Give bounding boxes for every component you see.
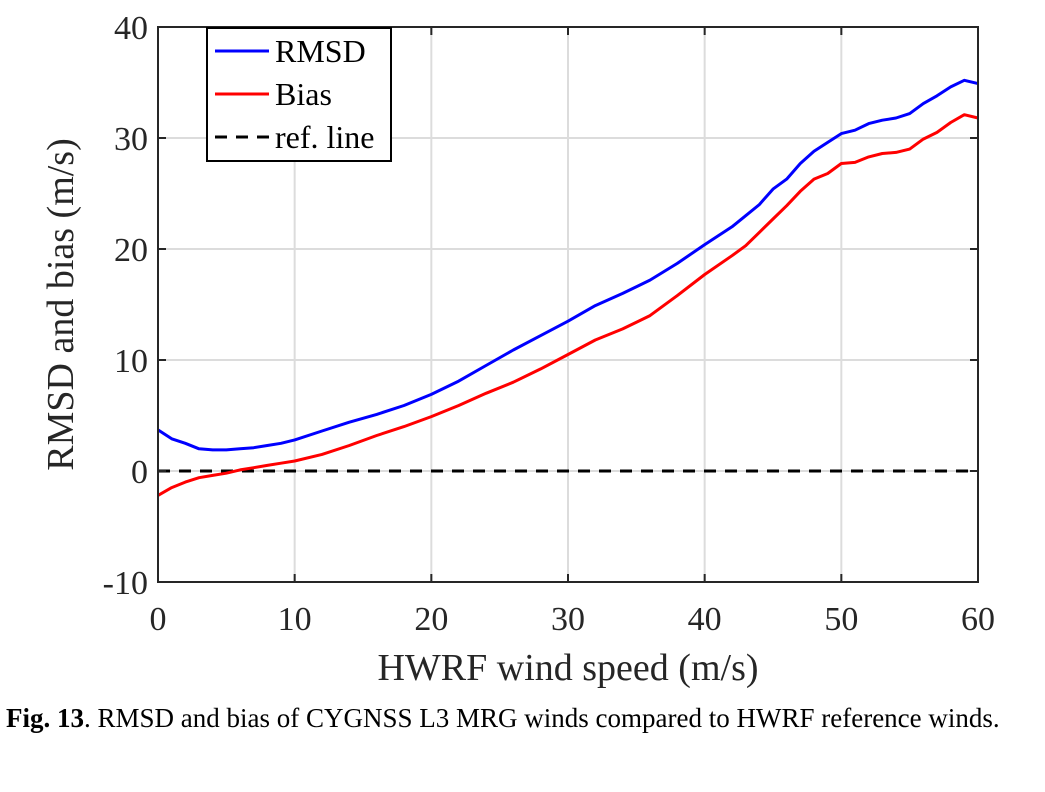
series-line-rmsd (157, 78, 979, 452)
y-tick-label: 30 (114, 121, 148, 158)
x-tick-label: 60 (961, 601, 995, 638)
y-tick-label: 20 (114, 232, 148, 269)
legend-label: Bias (275, 76, 332, 112)
legend: RMSD Bias ref. line (206, 27, 392, 162)
legend-label: ref. line (275, 119, 375, 155)
y-axis-label: RMSD and bias (m/s) (40, 138, 82, 471)
series-layer (157, 78, 979, 497)
y-tick-label: 40 (114, 10, 148, 47)
y-tick-label: 10 (114, 343, 148, 380)
x-tick-label: 40 (688, 601, 722, 638)
x-tick-label: 10 (278, 601, 312, 638)
figure-caption: Fig. 13. RMSD and bias of CYGNSS L3 MRG … (6, 700, 1030, 736)
x-axis-label: HWRF wind speed (m/s) (377, 647, 758, 689)
x-tick-label: 0 (150, 601, 167, 638)
x-tick-label: 50 (824, 601, 858, 638)
x-tick-label: 20 (414, 601, 448, 638)
x-tick-label: 30 (551, 601, 585, 638)
caption-text: . RMSD and bias of CYGNSS L3 MRG winds c… (84, 703, 1000, 733)
figure-label: Fig. 13 (6, 703, 84, 733)
series-line-bias (157, 113, 979, 497)
y-tick-label: 0 (131, 454, 148, 491)
y-tick-label: -10 (103, 565, 148, 602)
legend-label: RMSD (275, 33, 366, 69)
